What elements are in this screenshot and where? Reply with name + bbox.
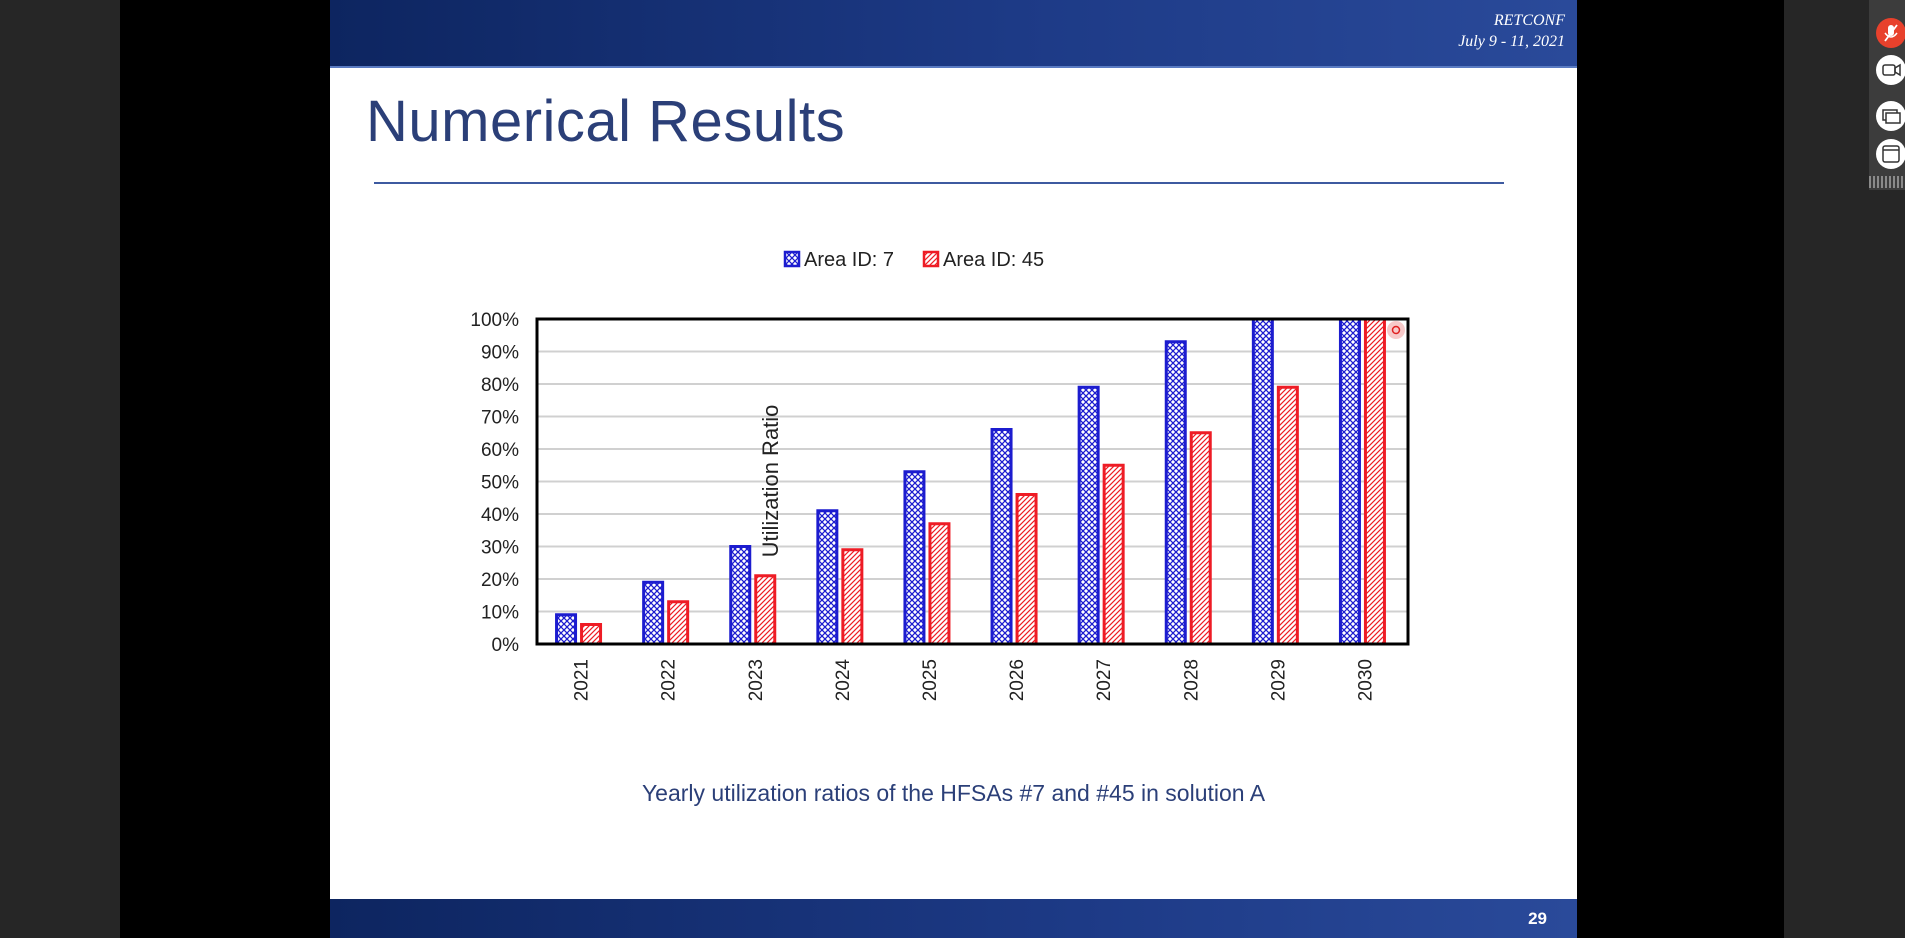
y-tick-label: 10% bbox=[481, 603, 519, 624]
bar-area-7-2030 bbox=[1338, 317, 1361, 646]
bar-area-7-2025 bbox=[903, 470, 926, 646]
cursor-indicator bbox=[1387, 321, 1405, 339]
bar-area-7-2023 bbox=[729, 545, 752, 646]
legend: Area ID: 7 Area ID: 45 bbox=[783, 249, 1044, 271]
y-tick-label: 30% bbox=[481, 538, 519, 559]
y-tick-label: 70% bbox=[481, 408, 519, 429]
bar-area-45-2027 bbox=[1102, 463, 1125, 646]
y-axis-label: Utilization Ratio bbox=[758, 405, 783, 558]
bar-area-7-2028 bbox=[1164, 340, 1187, 646]
bar-area-45-2026 bbox=[1015, 493, 1038, 646]
legend-swatch bbox=[783, 250, 801, 268]
y-tick-label: 80% bbox=[481, 375, 519, 396]
x-tick-label: 2024 bbox=[833, 659, 854, 702]
legend-swatch bbox=[922, 250, 940, 268]
title-divider bbox=[374, 182, 1504, 184]
bar-area-7-2029 bbox=[1251, 317, 1274, 646]
plot-frame bbox=[535, 317, 1410, 646]
cursor-dot bbox=[1391, 325, 1401, 335]
bar-area-45-2024 bbox=[841, 548, 864, 646]
bar-area-45-2023 bbox=[754, 574, 777, 646]
bar-area-7-2022 bbox=[642, 580, 665, 646]
x-tick-label: 2030 bbox=[1355, 659, 1376, 701]
bar-area-45-2025 bbox=[928, 522, 951, 646]
y-tick-label: 40% bbox=[481, 505, 519, 526]
x-tick-label: 2029 bbox=[1268, 659, 1289, 701]
letterbox-left bbox=[120, 0, 330, 938]
bar-area-7-2024 bbox=[816, 509, 839, 646]
x-tick-label: 2027 bbox=[1094, 659, 1115, 701]
slide-title: Numerical Results bbox=[366, 89, 846, 154]
chart-caption: Yearly utilization ratios of the HFSAs #… bbox=[641, 780, 1266, 806]
letterbox-right bbox=[1577, 0, 1784, 938]
presentation-slide: RETCONF July 9 - 11, 2021 Numerical Resu… bbox=[330, 0, 1577, 938]
conference-name: RETCONF bbox=[1493, 12, 1565, 29]
y-tick-label: 0% bbox=[492, 635, 520, 656]
bar-area-7-2021 bbox=[555, 613, 578, 646]
x-tick-label: 2021 bbox=[572, 659, 593, 701]
x-tick-label: 2023 bbox=[746, 659, 767, 701]
page-number: 29 bbox=[1528, 909, 1547, 928]
y-tick-label: 20% bbox=[481, 570, 519, 591]
x-tick-label: 2025 bbox=[920, 659, 941, 701]
x-tick-label: 2022 bbox=[659, 659, 680, 701]
meeting-toolbar bbox=[1869, 0, 1905, 190]
y-tick-label: 100% bbox=[470, 310, 519, 331]
bar-area-45-2021 bbox=[580, 623, 603, 646]
slide-footer: 29 bbox=[330, 899, 1577, 938]
conference-info: RETCONF July 9 - 11, 2021 bbox=[1458, 10, 1565, 52]
microphone-muted-icon[interactable] bbox=[1876, 18, 1905, 48]
utilization-chart: 0% 10% 20% 30% 40% 50% 60% 70% 80% 90% 100% 2021 202… bbox=[470, 249, 1410, 702]
camera-icon[interactable] bbox=[1876, 55, 1905, 85]
x-tick-label: 2026 bbox=[1007, 659, 1028, 701]
legend-label: Area ID: 45 bbox=[943, 249, 1044, 271]
y-tick-label: 60% bbox=[481, 440, 519, 461]
bar-area-45-2030 bbox=[1363, 317, 1386, 646]
axes: 0% 10% 20% 30% 40% 50% 60% 70% 80% 90% 100% 2021 202… bbox=[470, 310, 1410, 702]
bar-area-45-2029 bbox=[1276, 385, 1299, 646]
bar-area-7-2027 bbox=[1077, 385, 1100, 646]
y-tick-label: 50% bbox=[481, 473, 519, 494]
legend-label: Area ID: 7 bbox=[804, 249, 894, 271]
y-tick-label: 90% bbox=[481, 343, 519, 364]
slide-header: RETCONF July 9 - 11, 2021 bbox=[330, 0, 1577, 68]
screen-share-icon[interactable] bbox=[1876, 101, 1905, 131]
toolbar-grip[interactable] bbox=[1869, 176, 1905, 188]
window-icon[interactable] bbox=[1876, 139, 1905, 169]
conference-dates: July 9 - 11, 2021 bbox=[1458, 33, 1565, 50]
bar-area-45-2022 bbox=[667, 600, 690, 646]
bar-area-7-2026 bbox=[990, 428, 1013, 646]
x-tick-label: 2028 bbox=[1181, 659, 1202, 701]
bar-area-45-2028 bbox=[1189, 431, 1212, 646]
